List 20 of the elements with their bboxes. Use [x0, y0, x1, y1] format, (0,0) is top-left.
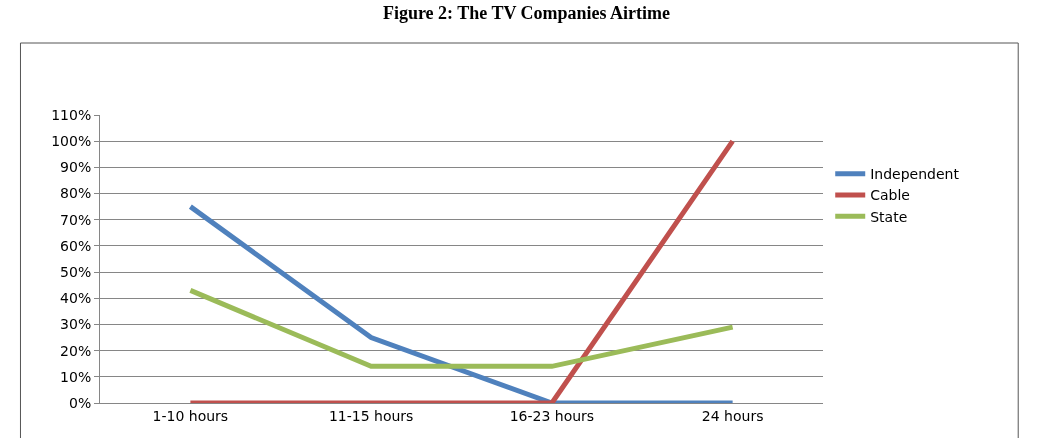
y-tick-label: 10%: [60, 368, 92, 385]
y-tick-label: 90%: [60, 159, 92, 176]
y-tick-label: 80%: [60, 185, 92, 202]
y-tick-label: 40%: [60, 290, 92, 307]
legend-label: Cable: [870, 187, 910, 204]
x-tick-label: 24 hours: [701, 407, 764, 424]
y-tick-label: 50%: [60, 263, 92, 280]
x-tick-label: 11-15 hours: [328, 407, 414, 424]
legend-label: State: [870, 208, 908, 225]
x-tick-label: 1-10 hours: [152, 407, 229, 424]
y-tick-label: 100%: [51, 133, 92, 150]
chart-title: Figure 2: The TV Companies Airtime: [382, 3, 671, 24]
y-tick-label: 110%: [51, 106, 92, 123]
y-tick-label: 60%: [60, 237, 92, 254]
legend-label: Independent: [870, 166, 960, 183]
y-tick-label: 70%: [60, 211, 92, 228]
y-tick-label: 20%: [60, 342, 92, 359]
x-tick-label: 16-23 hours: [509, 407, 595, 424]
y-tick-label: 0%: [68, 394, 92, 411]
y-tick-label: 30%: [60, 316, 92, 333]
